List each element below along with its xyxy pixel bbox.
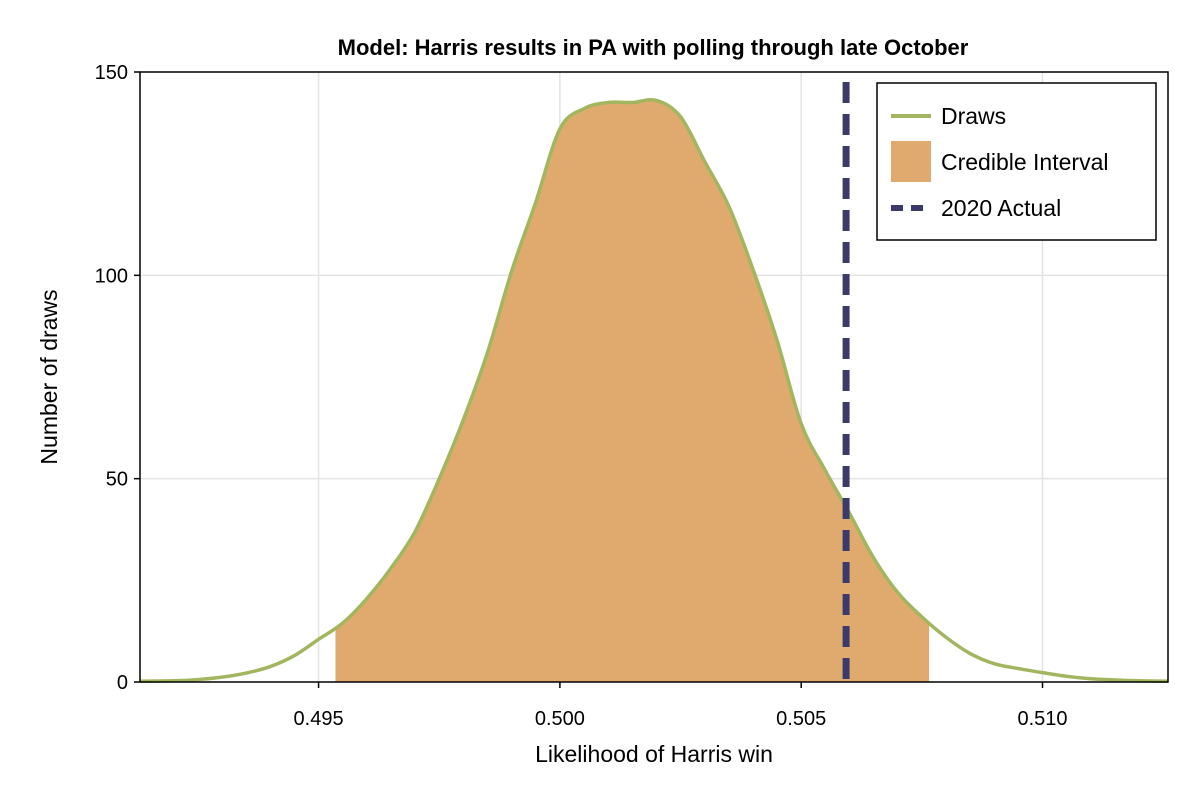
plot-frame xyxy=(139,71,1169,683)
draws-line xyxy=(139,97,1169,683)
x-tick-label-3: 0.510 xyxy=(1017,708,1067,730)
x-axis-label: Likelihood of Harris win xyxy=(535,741,773,767)
chart-title: Model: Harris results in PA with polling… xyxy=(338,35,969,60)
legend-credible-interval-label: Credible Interval xyxy=(941,149,1108,175)
legend-draws-label: Draws xyxy=(941,103,1006,129)
legend-credible-interval-swatch xyxy=(891,141,931,182)
plot-area xyxy=(139,82,1169,683)
x-tick-label-0: 0.495 xyxy=(294,708,344,730)
y-tick-label-1: 50 xyxy=(106,469,128,491)
x-tick-label-1: 0.500 xyxy=(535,708,585,730)
legend: Draws Credible Interval 2020 Actual xyxy=(876,82,1157,241)
x-tick-label-2: 0.505 xyxy=(776,708,826,730)
y-tick-label-3: 150 xyxy=(95,62,128,84)
y-tick-label-2: 100 xyxy=(95,265,128,287)
axis-ticks: 0.495 0.500 0.505 0.510 0 50 100 150 xyxy=(95,62,1068,730)
legend-2020-actual-label: 2020 Actual xyxy=(941,195,1061,221)
y-tick-label-0: 0 xyxy=(117,672,128,694)
y-axis-label: Number of draws xyxy=(36,289,62,464)
credible-interval-area xyxy=(335,99,930,683)
